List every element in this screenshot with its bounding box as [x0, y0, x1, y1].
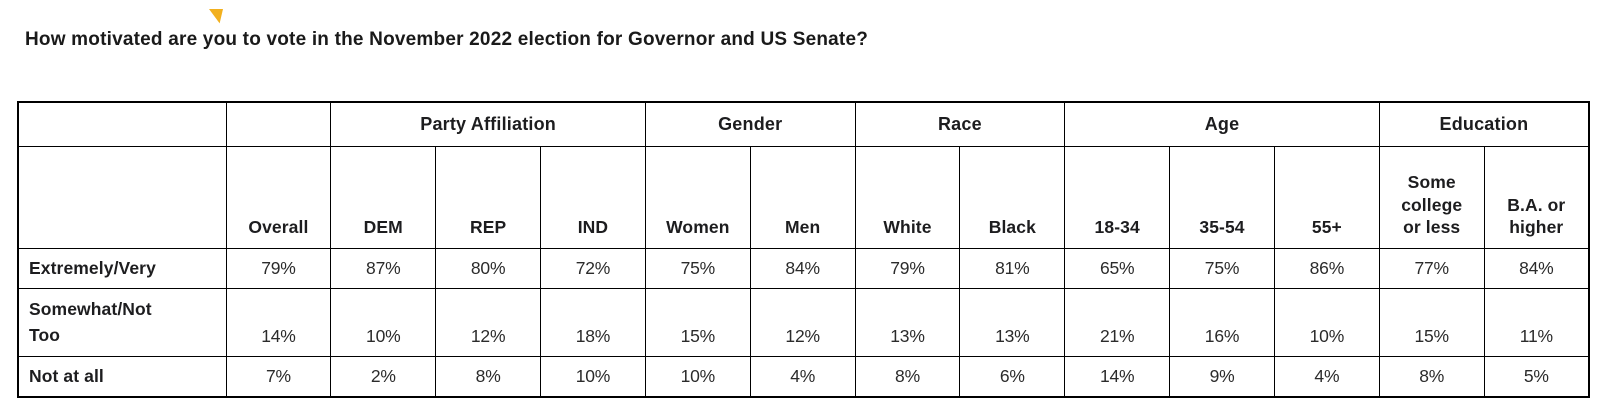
group-header-age: Age — [1064, 101, 1380, 147]
crosstab-table: Party Affiliation Gender Race Age Education … — [17, 101, 1590, 398]
gold-triangle-icon — [209, 9, 223, 24]
value-cell-black-extremely-very: 81% — [959, 248, 1066, 289]
value-cell-b-a-or-higher-extremely-very: 84% — [1483, 248, 1590, 289]
group-header-race: Race — [854, 101, 1066, 147]
value-cell-b-a-or-higher-somewhat-not-too: 11% — [1483, 288, 1590, 357]
column-header-women: Women — [644, 146, 751, 249]
value-cell-dem-extremely-very: 87% — [330, 248, 437, 289]
value-cell-women-not-at-all: 10% — [644, 356, 751, 397]
column-header-row: Overall DEM REP IND Women Men White Black 18-34 3… — [17, 146, 1590, 249]
column-header-white: White — [854, 146, 961, 249]
corner-blank-cell — [17, 101, 227, 147]
row-label-extremely-very: Extremely/Very — [17, 248, 227, 289]
column-header-overall: Overall — [225, 146, 332, 249]
value-cell-55-extremely-very: 86% — [1273, 248, 1380, 289]
table-head: Party Affiliation Gender Race Age Education … — [17, 101, 1590, 249]
value-cell-dem-not-at-all: 2% — [330, 356, 437, 397]
group-header-gender: Gender — [644, 101, 856, 147]
column-header-black: Black — [959, 146, 1066, 249]
column-header-55: 55+ — [1273, 146, 1380, 249]
label-blank-cell — [17, 146, 227, 249]
value-cell-women-extremely-very: 75% — [644, 248, 751, 289]
value-cell-men-extremely-very: 84% — [749, 248, 856, 289]
value-cell-rep-somewhat-not-too: 12% — [435, 288, 542, 357]
value-cell-35-54-extremely-very: 75% — [1169, 248, 1275, 289]
value-cell-55-not-at-all: 4% — [1273, 356, 1380, 397]
column-header-18-34: 18-34 — [1064, 146, 1171, 249]
value-cell-55-somewhat-not-too: 10% — [1273, 288, 1380, 357]
column-header-ind: IND — [540, 146, 646, 249]
value-cell-overall-extremely-very: 79% — [225, 248, 332, 289]
column-header-rep: REP — [435, 146, 542, 249]
column-header-some-college-or-less: Some college or less — [1378, 146, 1485, 249]
table-row-extremely-very: Extremely/Very 79% 87% 80% 72% 75% 84% 79% 81% 65… — [17, 248, 1590, 289]
column-header-men: Men — [749, 146, 856, 249]
value-cell-white-somewhat-not-too: 13% — [854, 288, 961, 357]
row-label-somewhat-not-too: Somewhat/Not Too — [17, 288, 227, 357]
value-cell-overall-not-at-all: 7% — [225, 356, 332, 397]
value-cell-dem-somewhat-not-too: 10% — [330, 288, 437, 357]
value-cell-ind-somewhat-not-too: 18% — [540, 288, 646, 357]
group-header-education: Education — [1378, 101, 1590, 147]
value-cell-black-not-at-all: 6% — [959, 356, 1066, 397]
value-cell-ind-extremely-very: 72% — [540, 248, 646, 289]
row-label-not-at-all: Not at all — [17, 356, 227, 397]
value-cell-some-college-or-less-extremely-very: 77% — [1378, 248, 1485, 289]
value-cell-rep-extremely-very: 80% — [435, 248, 542, 289]
group-header-row: Party Affiliation Gender Race Age Education — [17, 101, 1590, 147]
value-cell-18-34-extremely-very: 65% — [1064, 248, 1171, 289]
value-cell-some-college-or-less-somewhat-not-too: 15% — [1378, 288, 1485, 357]
value-cell-white-extremely-very: 79% — [854, 248, 961, 289]
value-cell-35-54-somewhat-not-too: 16% — [1169, 288, 1275, 357]
column-header-35-54: 35-54 — [1169, 146, 1275, 249]
value-cell-men-somewhat-not-too: 12% — [749, 288, 856, 357]
overall-blank-cell — [225, 101, 332, 147]
page-title: How motivated are you to vote in the Nov… — [25, 29, 869, 50]
value-cell-some-college-or-less-not-at-all: 8% — [1378, 356, 1485, 397]
table-body: Extremely/Very 79% 87% 80% 72% 75% 84% 79% 81% 65… — [17, 248, 1590, 397]
value-cell-18-34-not-at-all: 14% — [1064, 356, 1171, 397]
group-header-party-affiliation: Party Affiliation — [330, 101, 646, 147]
value-cell-b-a-or-higher-not-at-all: 5% — [1483, 356, 1590, 397]
value-cell-men-not-at-all: 4% — [749, 356, 856, 397]
table-row-not-at-all: Not at all 7% 2% 8% 10% 10% 4% 8% 6% 14% 9% 4% 8% 5% — [17, 356, 1590, 397]
column-header-b-a-or-higher: B.A. or higher — [1483, 146, 1590, 249]
table-row-somewhat-not-too: Somewhat/Not Too 14% 10% 12% 18% 15% 12% 13% 13%… — [17, 288, 1590, 357]
value-cell-women-somewhat-not-too: 15% — [644, 288, 751, 357]
value-cell-rep-not-at-all: 8% — [435, 356, 542, 397]
column-header-dem: DEM — [330, 146, 437, 249]
value-cell-35-54-not-at-all: 9% — [1169, 356, 1275, 397]
value-cell-white-not-at-all: 8% — [854, 356, 961, 397]
value-cell-18-34-somewhat-not-too: 21% — [1064, 288, 1171, 357]
value-cell-overall-somewhat-not-too: 14% — [225, 288, 332, 357]
value-cell-ind-not-at-all: 10% — [540, 356, 646, 397]
value-cell-black-somewhat-not-too: 13% — [959, 288, 1066, 357]
